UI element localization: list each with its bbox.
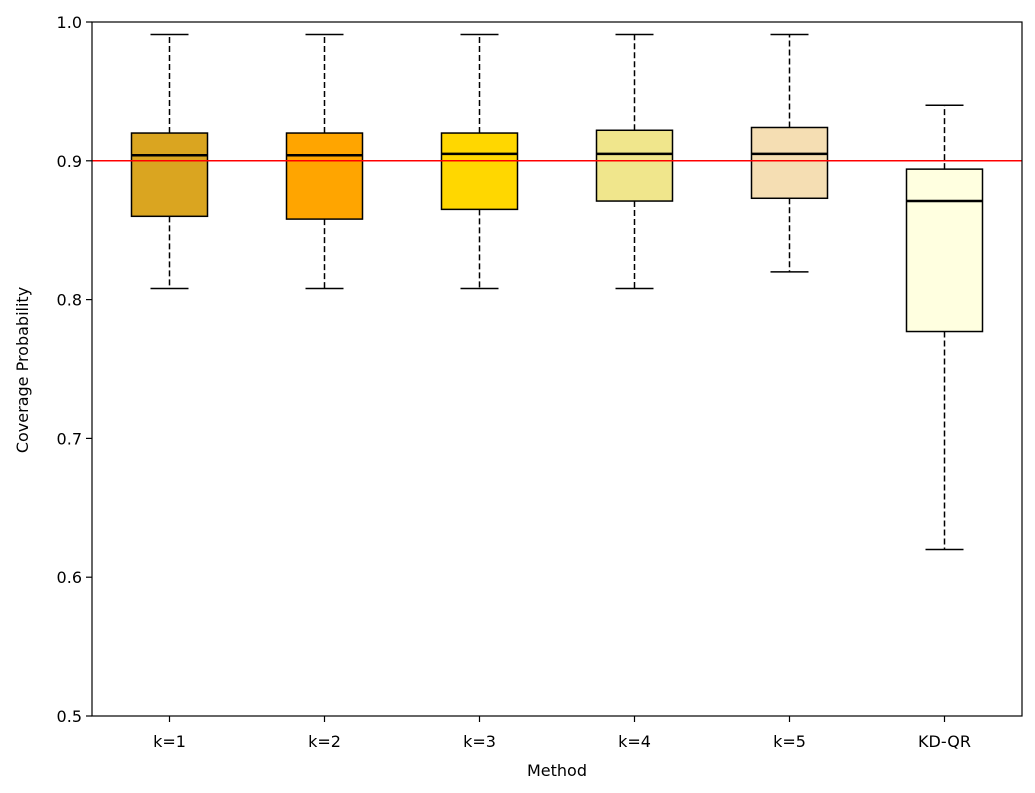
x-tick-label: k=3 (463, 732, 496, 751)
x-tick-label: k=4 (618, 732, 651, 751)
y-tick-label: 0.9 (57, 152, 82, 171)
plot-frame (91, 21, 1023, 717)
x-tick-label: KD-QR (918, 732, 971, 751)
y-tick-label: 0.5 (57, 707, 82, 726)
box-k-4 (595, 33, 674, 290)
y-tick-label: 0.7 (57, 429, 82, 448)
x-axis-label: Method (527, 761, 587, 780)
x-tick-label: k=5 (773, 732, 806, 751)
axes: 0.5 0.6 0.7 0.8 0.9 1.0 k=1 k=2 k=3 k=4 k=5 KD-QR (57, 13, 1023, 751)
box-body (750, 126, 829, 200)
box-body (595, 129, 674, 202)
x-tick-label: k=1 (153, 732, 186, 751)
box-k-5 (750, 33, 829, 273)
y-tick-label: 1.0 (57, 13, 82, 32)
y-axis-label: Coverage Probability (13, 287, 32, 453)
y-tick-label: 0.6 (57, 568, 82, 587)
x-tick-label: k=2 (308, 732, 341, 751)
box-body (285, 132, 364, 220)
box-body (130, 132, 209, 218)
plot-area (92, 33, 1022, 551)
box-k-1 (130, 33, 209, 290)
box-body (905, 168, 984, 333)
box-k-3 (440, 33, 519, 290)
box-kd-qr (905, 104, 984, 551)
box-k-2 (285, 33, 364, 290)
box-body (440, 132, 519, 211)
y-tick-label: 0.8 (57, 291, 82, 310)
